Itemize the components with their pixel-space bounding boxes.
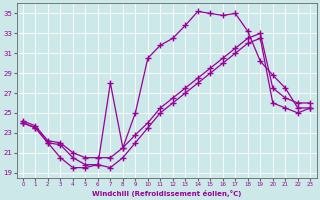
X-axis label: Windchill (Refroidissement éolien,°C): Windchill (Refroidissement éolien,°C) — [92, 190, 241, 197]
